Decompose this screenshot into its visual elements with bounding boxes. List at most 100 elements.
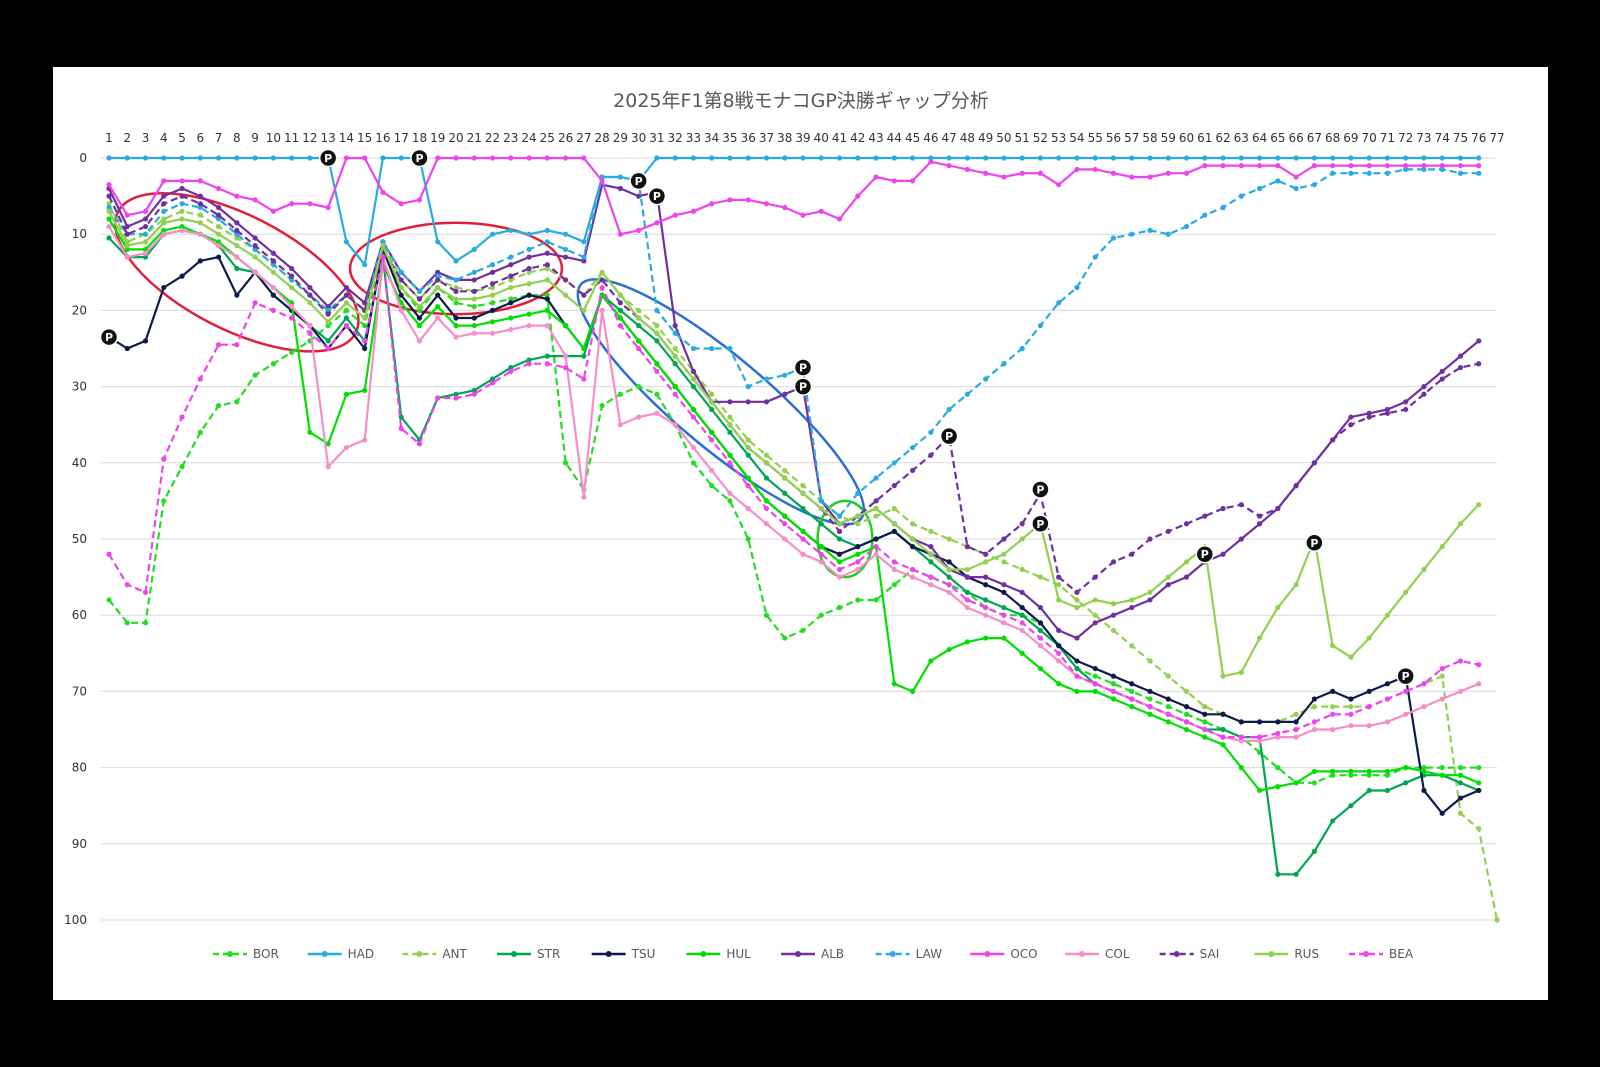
x-tick-label: 18 bbox=[412, 131, 427, 145]
data-point bbox=[508, 300, 514, 306]
data-point bbox=[1238, 193, 1244, 199]
data-point bbox=[1019, 345, 1025, 352]
x-tick-label: 12 bbox=[302, 131, 317, 145]
data-point bbox=[1439, 166, 1445, 173]
legend-swatch-dot bbox=[321, 951, 328, 957]
data-point bbox=[1001, 559, 1007, 565]
data-point bbox=[161, 193, 167, 199]
legend-label: STR bbox=[537, 947, 560, 961]
data-point bbox=[891, 528, 897, 534]
series-str bbox=[106, 227, 1482, 877]
x-tick-label: 3 bbox=[142, 131, 150, 145]
data-point bbox=[782, 391, 788, 397]
data-point bbox=[453, 395, 459, 401]
data-point bbox=[416, 303, 423, 310]
data-point bbox=[489, 231, 496, 237]
data-point bbox=[1165, 704, 1171, 710]
data-point bbox=[142, 620, 149, 626]
data-point bbox=[215, 243, 222, 249]
pit-badge-label: P bbox=[945, 430, 953, 443]
data-point bbox=[581, 155, 587, 161]
data-point bbox=[526, 155, 532, 161]
data-point bbox=[709, 467, 715, 474]
data-point bbox=[672, 330, 678, 336]
data-point bbox=[1110, 235, 1117, 241]
data-point bbox=[891, 155, 897, 161]
data-point bbox=[617, 300, 623, 306]
data-point bbox=[1183, 521, 1190, 527]
data-point bbox=[453, 334, 459, 340]
legend-swatch-dot bbox=[1363, 951, 1369, 957]
data-point bbox=[289, 349, 295, 355]
data-point bbox=[946, 582, 952, 588]
data-point bbox=[398, 284, 404, 291]
data-point bbox=[562, 231, 569, 237]
data-point bbox=[745, 197, 751, 203]
x-tick-label: 13 bbox=[321, 131, 336, 145]
data-point bbox=[964, 391, 970, 397]
data-point bbox=[471, 246, 477, 253]
data-point bbox=[161, 498, 167, 504]
data-point bbox=[325, 311, 331, 317]
data-point bbox=[1457, 772, 1464, 778]
data-point bbox=[1366, 410, 1372, 416]
data-point bbox=[197, 201, 203, 207]
data-point bbox=[1056, 300, 1062, 306]
x-tick-label: 30 bbox=[631, 131, 646, 145]
data-point bbox=[1037, 170, 1044, 176]
data-point bbox=[891, 582, 897, 588]
data-point bbox=[142, 208, 149, 214]
data-point bbox=[763, 399, 770, 405]
x-tick-label: 70 bbox=[1362, 131, 1377, 145]
data-point bbox=[1439, 376, 1445, 382]
data-point bbox=[818, 612, 824, 618]
data-point bbox=[380, 254, 386, 260]
data-point bbox=[1330, 711, 1336, 717]
data-point bbox=[325, 319, 331, 325]
x-tick-label: 65 bbox=[1270, 131, 1285, 145]
data-point bbox=[343, 323, 350, 329]
data-point bbox=[983, 155, 989, 161]
data-point bbox=[307, 292, 313, 298]
data-point bbox=[1366, 688, 1372, 695]
data-point bbox=[1220, 505, 1226, 512]
data-point bbox=[234, 342, 240, 348]
data-point bbox=[654, 361, 660, 367]
y-tick-label: 60 bbox=[72, 608, 87, 622]
data-point bbox=[909, 536, 916, 542]
data-point bbox=[1202, 734, 1208, 740]
data-point bbox=[234, 243, 240, 249]
x-tick-label: 72 bbox=[1398, 131, 1413, 145]
data-point bbox=[544, 250, 550, 256]
data-point bbox=[909, 566, 916, 573]
data-point bbox=[234, 292, 240, 298]
data-point bbox=[489, 269, 496, 275]
data-point bbox=[745, 483, 751, 489]
data-point bbox=[289, 303, 295, 310]
data-point bbox=[1311, 182, 1317, 188]
data-point bbox=[252, 246, 258, 253]
data-point bbox=[142, 155, 149, 161]
data-point bbox=[562, 364, 569, 371]
data-point bbox=[307, 300, 313, 306]
data-point bbox=[946, 646, 952, 653]
data-point bbox=[1256, 155, 1263, 161]
data-point bbox=[1348, 170, 1354, 176]
pit-badge bbox=[647, 186, 667, 206]
data-point bbox=[763, 505, 770, 512]
series-hul bbox=[106, 216, 1482, 794]
data-point bbox=[307, 155, 313, 161]
x-tick-label: 35 bbox=[722, 131, 737, 145]
data-point bbox=[343, 239, 350, 245]
data-point bbox=[489, 281, 496, 287]
data-point bbox=[270, 250, 276, 256]
x-tick-label: 63 bbox=[1234, 131, 1249, 145]
data-point bbox=[289, 273, 295, 279]
data-point bbox=[435, 395, 441, 401]
data-point bbox=[1403, 711, 1409, 717]
data-point bbox=[1293, 174, 1299, 180]
x-tick-label: 55 bbox=[1088, 131, 1103, 145]
data-point bbox=[690, 414, 697, 420]
data-point bbox=[1421, 391, 1427, 397]
data-point bbox=[983, 376, 989, 382]
